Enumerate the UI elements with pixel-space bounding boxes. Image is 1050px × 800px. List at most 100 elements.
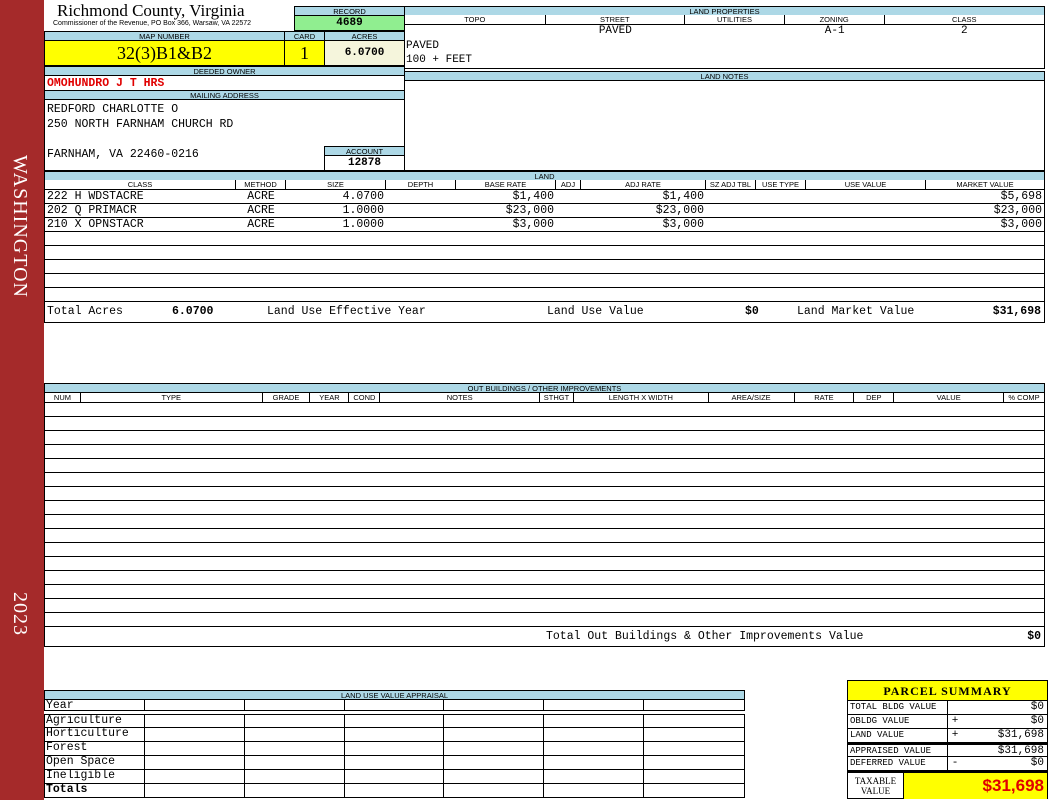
luva-cell bbox=[644, 784, 744, 797]
land-col-header: BASE RATE bbox=[456, 180, 556, 189]
outbuildings-row bbox=[45, 557, 1044, 571]
land-cell bbox=[806, 260, 926, 273]
land-cell: $1,400 bbox=[662, 190, 704, 203]
luva-table: Year Agriculture Horticulture Forest Open Sp… bbox=[44, 700, 745, 798]
luva-cell bbox=[544, 700, 645, 710]
land-cell bbox=[756, 218, 806, 231]
land-properties-body: PAVED A-1 2 PAVED 100 + FEET bbox=[404, 25, 1045, 69]
luva-cell bbox=[245, 715, 345, 727]
luva-cell bbox=[145, 756, 245, 769]
luva-cell bbox=[345, 770, 445, 783]
land-cell bbox=[706, 288, 756, 301]
summary-label: OBLDG VALUE bbox=[848, 715, 948, 728]
map-number: 32(3)B1&B2 bbox=[44, 40, 285, 66]
year-label: 2023 bbox=[9, 592, 31, 636]
land-cell bbox=[286, 246, 386, 259]
land-prop-value: A-1 bbox=[824, 25, 845, 37]
land-cell bbox=[706, 204, 756, 217]
land-cell bbox=[556, 232, 581, 245]
land-cell bbox=[581, 288, 706, 301]
land-cell bbox=[926, 274, 1044, 287]
luva-cell bbox=[444, 700, 545, 710]
land-cell bbox=[45, 260, 236, 273]
land-col-header: CLASS bbox=[45, 180, 236, 189]
outbuildings-total-label: Total Out Buildings & Other Improvements… bbox=[546, 630, 864, 643]
land-cell bbox=[926, 246, 1044, 259]
outbuildings-table: Total Out Buildings & Other Improvements… bbox=[44, 403, 1045, 647]
parcel-summary-row: DEFERRED VALUE - $0 bbox=[848, 757, 1047, 771]
land-cell bbox=[581, 232, 706, 245]
land-cell bbox=[756, 288, 806, 301]
summary-value: $0 bbox=[1030, 757, 1044, 769]
luva-row: Agriculture bbox=[44, 714, 745, 728]
land-col-header: ADJ bbox=[556, 180, 581, 189]
mailing-line3: FARNHAM, VA 22460-0216 bbox=[47, 148, 199, 161]
land-cell: $1,400 bbox=[512, 190, 554, 203]
luva-cell bbox=[444, 742, 545, 755]
land-cell bbox=[706, 218, 756, 231]
land-prop-col-header: STREET bbox=[546, 15, 686, 24]
summary-value: $0 bbox=[1030, 701, 1044, 713]
land-cell: ACRE bbox=[247, 190, 275, 203]
land-cell bbox=[556, 288, 581, 301]
luva-cell bbox=[145, 770, 245, 783]
luva-row: Horticulture bbox=[44, 728, 745, 742]
land-cell bbox=[45, 274, 236, 287]
summary-label: LAND VALUE bbox=[848, 729, 948, 742]
land-cell bbox=[756, 274, 806, 287]
luva-cell bbox=[544, 770, 645, 783]
outbuildings-total-value: $0 bbox=[1027, 630, 1041, 643]
land-cell: ACRE bbox=[247, 204, 275, 217]
luva-cell bbox=[145, 742, 245, 755]
outbuildings-col-header: RATE bbox=[795, 393, 855, 402]
parcel-summary-row: OBLDG VALUE + $0 bbox=[848, 715, 1047, 729]
county-title: Richmond County, Virginia bbox=[57, 1, 245, 20]
luva-row-label: Agriculture bbox=[45, 715, 145, 727]
land-cell bbox=[45, 246, 236, 259]
summary-sign: + bbox=[951, 715, 959, 727]
land-cell bbox=[556, 218, 581, 231]
land-table: 222 H WDSTACRE ACRE 4.0700 $1,400 $1,400 $5,6… bbox=[44, 190, 1045, 323]
land-cell: ACRE bbox=[247, 218, 275, 231]
outbuildings-col-header: YEAR bbox=[310, 393, 350, 402]
luva-cell bbox=[345, 715, 445, 727]
land-row bbox=[45, 288, 1044, 302]
outbuildings-col-header: NOTES bbox=[380, 393, 540, 402]
land-cell bbox=[556, 204, 581, 217]
luva-cell bbox=[245, 700, 345, 710]
outbuildings-row bbox=[45, 585, 1044, 599]
outbuildings-row bbox=[45, 459, 1044, 473]
summary-label: APPRAISED VALUE bbox=[848, 745, 948, 756]
outbuildings-col-header: TYPE bbox=[81, 393, 263, 402]
outbuildings-row bbox=[45, 473, 1044, 487]
luva-cell bbox=[345, 742, 445, 755]
land-cell: $3,000 bbox=[512, 218, 554, 231]
luva-row: Totals bbox=[44, 784, 745, 798]
outbuildings-row bbox=[45, 613, 1044, 627]
luva-cell bbox=[345, 756, 445, 769]
outbuildings-row bbox=[45, 501, 1044, 515]
luva-row-label: Horticulture bbox=[45, 728, 145, 741]
luva-cell bbox=[444, 784, 545, 797]
outbuildings-row bbox=[45, 445, 1044, 459]
luva-cell bbox=[245, 728, 345, 741]
land-cell bbox=[286, 260, 386, 273]
land-row bbox=[45, 260, 1044, 274]
land-cell bbox=[581, 274, 706, 287]
land-prop-col-header: UTILITIES bbox=[685, 15, 785, 24]
land-prop-value: PAVED bbox=[598, 25, 632, 37]
land-cell bbox=[806, 190, 926, 203]
summary-sign bbox=[948, 745, 962, 756]
land-cell bbox=[45, 288, 236, 301]
land-cell bbox=[45, 232, 236, 245]
land-cell bbox=[386, 260, 456, 273]
outbuildings-label: OUT BUILDINGS / OTHER IMPROVEMENTS bbox=[44, 383, 1045, 393]
outbuildings-col-header: COND bbox=[349, 393, 381, 402]
parcel-summary: PARCEL SUMMARY TOTAL BLDG VALUE $0 OBLDG V… bbox=[847, 680, 1048, 799]
land-cell bbox=[806, 204, 926, 217]
land-cell bbox=[556, 260, 581, 273]
luva-cell bbox=[644, 742, 744, 755]
taxable-value: $31,698 bbox=[904, 773, 1047, 799]
mailing-line1: REDFORD CHARLOTTE O bbox=[47, 103, 179, 116]
outbuildings-col-header: VALUE bbox=[894, 393, 1005, 402]
